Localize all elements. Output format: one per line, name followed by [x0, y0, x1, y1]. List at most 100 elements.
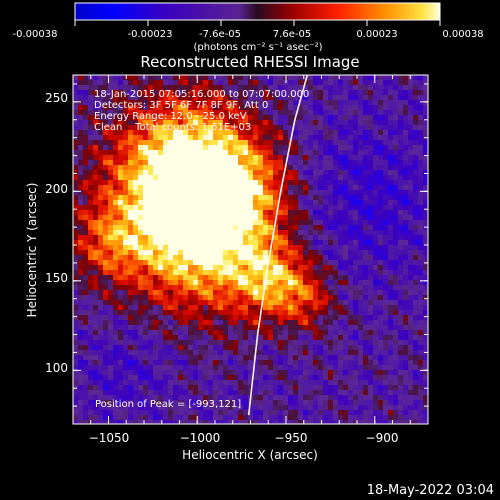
heatmap-pixel: [368, 175, 373, 180]
heatmap-pixel: [233, 290, 238, 295]
heatmap-pixel: [78, 120, 83, 125]
heatmap-pixel: [98, 240, 103, 245]
heatmap-pixel: [303, 310, 308, 315]
heatmap-pixel: [358, 360, 363, 365]
heatmap-pixel: [233, 360, 238, 365]
heatmap-pixel: [418, 395, 423, 400]
heatmap-pixel: [303, 240, 308, 245]
heatmap-pixel: [158, 280, 163, 285]
heatmap-pixel: [93, 240, 98, 245]
heatmap-pixel: [88, 315, 93, 320]
heatmap-pixel: [118, 235, 123, 240]
heatmap-pixel: [213, 135, 218, 140]
heatmap-pixel: [293, 295, 298, 300]
heatmap-pixel: [93, 260, 98, 265]
heatmap-pixel: [293, 310, 298, 315]
heatmap-pixel: [108, 365, 113, 370]
heatmap-pixel: [108, 125, 113, 130]
heatmap-pixel: [93, 345, 98, 350]
heatmap-pixel: [113, 310, 118, 315]
heatmap-pixel: [148, 75, 153, 80]
heatmap-pixel: [98, 180, 103, 185]
heatmap-pixel: [118, 325, 123, 330]
heatmap-pixel: [98, 210, 103, 215]
heatmap-pixel: [413, 110, 418, 115]
heatmap-pixel: [313, 180, 318, 185]
heatmap-pixel: [408, 120, 413, 125]
heatmap-pixel: [323, 370, 328, 375]
heatmap-pixel: [273, 130, 278, 135]
heatmap-pixel: [323, 395, 328, 400]
heatmap-pixel: [358, 125, 363, 130]
heatmap-pixel: [233, 390, 238, 395]
heatmap-pixel: [178, 265, 183, 270]
heatmap-pixel: [173, 255, 178, 260]
heatmap-pixel: [103, 350, 108, 355]
heatmap-pixel: [363, 245, 368, 250]
heatmap-pixel: [368, 320, 373, 325]
heatmap-pixel: [98, 365, 103, 370]
heatmap-pixel: [98, 265, 103, 270]
heatmap-pixel: [403, 110, 408, 115]
heatmap-pixel: [198, 135, 203, 140]
heatmap-pixel: [148, 255, 153, 260]
heatmap-pixel: [78, 420, 83, 424]
heatmap-pixel: [193, 355, 198, 360]
heatmap-pixel: [133, 315, 138, 320]
heatmap-pixel: [148, 250, 153, 255]
heatmap-pixel: [213, 285, 218, 290]
heatmap-pixel: [203, 265, 208, 270]
heatmap-pixel: [413, 360, 418, 365]
heatmap-pixel: [208, 75, 213, 80]
heatmap-pixel: [198, 245, 203, 250]
heatmap-pixel: [243, 300, 248, 305]
heatmap-pixel: [78, 220, 83, 225]
heatmap-pixel: [83, 80, 88, 85]
heatmap-pixel: [233, 240, 238, 245]
heatmap-pixel: [308, 95, 313, 100]
heatmap-pixel: [193, 195, 198, 200]
heatmap-pixel: [118, 125, 123, 130]
heatmap-pixel: [348, 145, 353, 150]
heatmap-pixel: [168, 205, 173, 210]
heatmap-pixel: [198, 140, 203, 145]
heatmap-pixel: [203, 325, 208, 330]
heatmap-pixel: [368, 330, 373, 335]
heatmap-pixel: [183, 375, 188, 380]
heatmap-pixel: [363, 310, 368, 315]
heatmap-pixel: [103, 125, 108, 130]
heatmap-pixel: [263, 375, 268, 380]
heatmap-pixel: [258, 165, 263, 170]
heatmap-pixel: [243, 110, 248, 115]
heatmap-pixel: [278, 80, 283, 85]
heatmap-pixel: [203, 105, 208, 110]
heatmap-pixel: [118, 350, 123, 355]
heatmap-pixel: [363, 265, 368, 270]
heatmap-pixel: [423, 200, 428, 205]
heatmap-pixel: [148, 95, 153, 100]
heatmap-pixel: [208, 240, 213, 245]
heatmap-pixel: [383, 410, 388, 415]
heatmap-pixel: [348, 135, 353, 140]
heatmap-pixel: [108, 290, 113, 295]
heatmap-pixel: [358, 335, 363, 340]
heatmap-pixel: [398, 190, 403, 195]
heatmap-pixel: [103, 250, 108, 255]
heatmap-pixel: [238, 110, 243, 115]
heatmap-pixel: [78, 400, 83, 405]
heatmap-pixel: [213, 270, 218, 275]
heatmap-pixel: [138, 350, 143, 355]
heatmap-pixel: [103, 400, 108, 405]
heatmap-pixel: [328, 95, 333, 100]
heatmap-pixel: [143, 140, 148, 145]
heatmap-pixel: [168, 400, 173, 405]
heatmap-pixel: [143, 225, 148, 230]
heatmap-pixel: [123, 300, 128, 305]
heatmap-pixel: [248, 370, 253, 375]
heatmap-pixel: [278, 415, 283, 420]
heatmap-pixel: [263, 350, 268, 355]
heatmap-pixel: [238, 250, 243, 255]
heatmap-pixel: [73, 300, 78, 305]
heatmap-pixel: [138, 320, 143, 325]
heatmap-pixel: [193, 175, 198, 180]
